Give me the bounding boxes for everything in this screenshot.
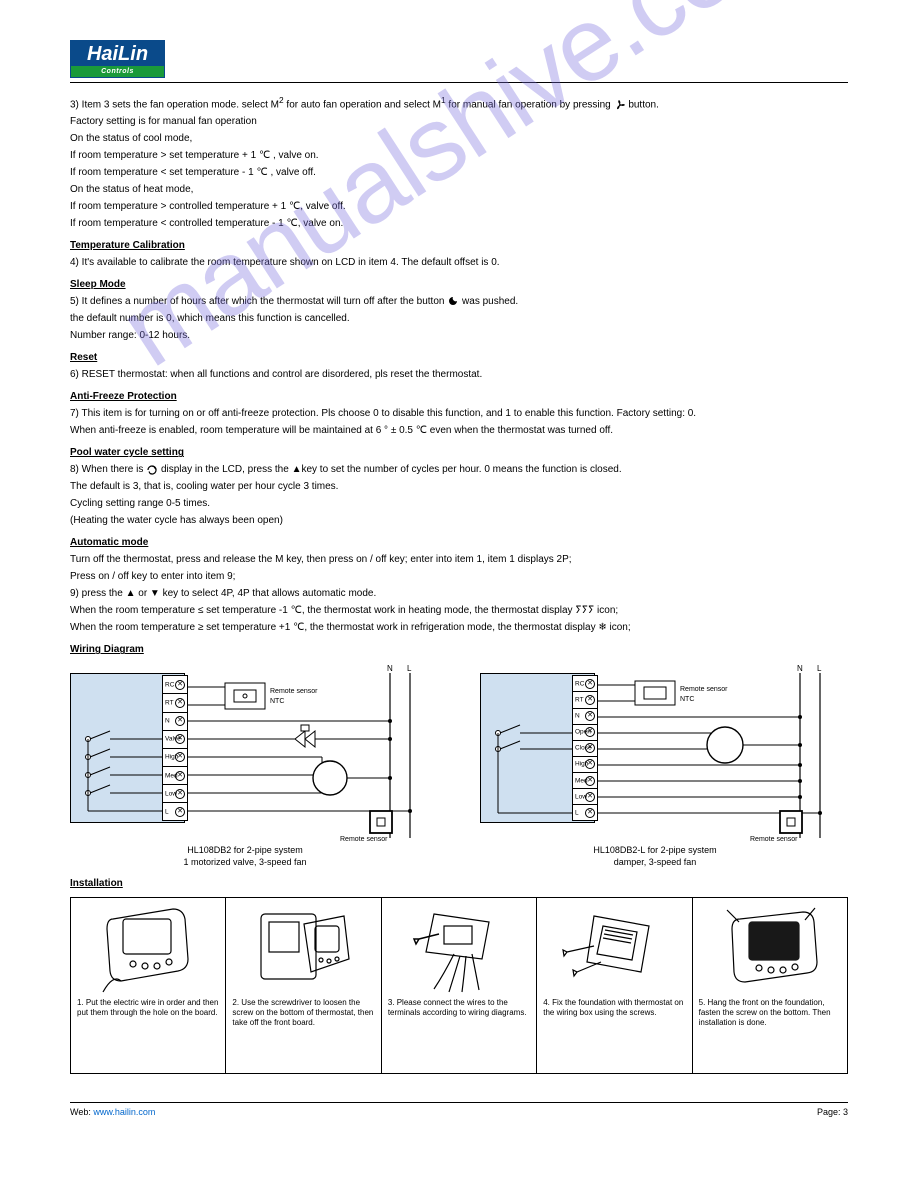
cycle-icon — [146, 464, 158, 476]
wiring-heading: Wiring Diagram — [70, 643, 848, 657]
step1-caption: 1. Put the electric wire in order and th… — [77, 998, 219, 1018]
wiring-diagram-2pipe: RC✕RT✕N✕Valve✕High✕Med✕Low✕L✕ N L Re — [70, 663, 420, 843]
step4-icon — [559, 904, 669, 994]
calib-title: Temperature Calibration — [70, 239, 848, 253]
auto-l1: Turn off the thermostat, press and relea… — [70, 553, 848, 567]
install-step-4: 4. Fix the foundation with thermostat on… — [537, 898, 692, 1073]
item3-line: 3) Item 3 sets the fan operation mode. s… — [70, 95, 848, 112]
antifreeze-note: When anti-freeze is enabled, room temper… — [70, 424, 848, 438]
reset-body: 6) RESET thermostat: when all functions … — [70, 368, 848, 382]
install-step-1: 1. Put the electric wire in order and th… — [71, 898, 226, 1073]
cycle-note: (Heating the water cycle has always been… — [70, 514, 848, 528]
footer-left: Web: www.hailin.com — [70, 1107, 155, 1117]
wiring-diagram-damper: RC✕RT✕N✕Open✕Close✕High✕Med✕Low✕L✕ N L R… — [480, 663, 830, 843]
footer-link[interactable]: www.hailin.com — [93, 1107, 155, 1117]
svg-text:N: N — [797, 664, 803, 673]
calib-body: 4) It's available to calibrate the room … — [70, 256, 848, 270]
step4-caption: 4. Fix the foundation with thermostat on… — [543, 998, 685, 1018]
svg-text:L: L — [407, 664, 412, 673]
svg-text:Remote sensor: Remote sensor — [270, 688, 318, 695]
header-rule — [70, 82, 848, 83]
sleep-range: Number range: 0-12 hours. — [70, 329, 848, 343]
cycle-line: 8) When there is display in the LCD, pre… — [70, 463, 848, 477]
cool-l1: If room temperature > set temperature + … — [70, 149, 848, 163]
heat-title: On the status of heat mode, — [70, 183, 848, 197]
auto-l3: 9) press the ▲ or ▼ key to select 4P, 4P… — [70, 587, 848, 601]
install-steps: 1. Put the electric wire in order and th… — [70, 897, 848, 1074]
step1-icon — [93, 904, 203, 994]
heat-l1: If room temperature > controlled tempera… — [70, 200, 848, 214]
heat-icon: ⵢⵢⵢ — [575, 605, 594, 616]
step2-icon — [249, 904, 359, 994]
auto-title: Automatic mode — [70, 536, 848, 550]
brand-logo: HaiLin Controls — [70, 40, 165, 78]
install-step-3: 3. Please connect the wires to the termi… — [382, 898, 537, 1073]
step5-icon — [715, 904, 825, 994]
auto-l2: Press on / off key to enter into item 9; — [70, 570, 848, 584]
auto-l4: When the room temperature ≤ set temperat… — [70, 604, 848, 618]
cycle-title: Pool water cycle setting — [70, 446, 848, 460]
svg-text:NTC: NTC — [270, 698, 284, 705]
wiring1-caption: HL108DB2 for 2-pipe system 1 motorized v… — [70, 845, 420, 868]
cycle-default: The default is 3, that is, cooling water… — [70, 480, 848, 494]
item3-note: Factory setting is for manual fan operat… — [70, 115, 848, 129]
svg-text:Remote sensor: Remote sensor — [680, 686, 728, 693]
step5-caption: 5. Hang the front on the foundation, fas… — [699, 998, 841, 1028]
antifreeze-body: 7) This item is for turning on or off an… — [70, 407, 848, 421]
step3-icon — [404, 904, 514, 994]
install-heading: Installation — [70, 877, 848, 891]
install-step-5: 5. Hang the front on the foundation, fas… — [693, 898, 847, 1073]
svg-text:Remote sensor: Remote sensor — [340, 836, 388, 843]
brand-name: HaiLin — [87, 43, 148, 65]
step2-caption: 2. Use the screwdriver to loosen the scr… — [232, 998, 374, 1028]
reset-title: Reset — [70, 351, 848, 365]
svg-text:NTC: NTC — [680, 696, 694, 703]
svg-text:L: L — [817, 664, 822, 673]
install-step-2: 2. Use the screwdriver to loosen the scr… — [226, 898, 381, 1073]
heat-l2: If room temperature < controlled tempera… — [70, 217, 848, 231]
antifreeze-title: Anti-Freeze Protection — [70, 390, 848, 404]
wiring2-caption: HL108DB2-L for 2-pipe system damper, 3-s… — [480, 845, 830, 868]
cycle-range: Cycling setting range 0-5 times. — [70, 497, 848, 511]
sleep-note2: the default number is 0, which means thi… — [70, 312, 848, 326]
footer-rule — [70, 1102, 848, 1103]
step3-caption: 3. Please connect the wires to the termi… — [388, 998, 530, 1018]
auto-l5: When the room temperature ≥ set temperat… — [70, 621, 848, 635]
svg-text:Remote sensor: Remote sensor — [750, 836, 798, 843]
cool-title: On the status of cool mode, — [70, 132, 848, 146]
footer-page: Page: 3 — [817, 1107, 848, 1117]
sleep-title: Sleep Mode — [70, 278, 848, 292]
fan-icon — [614, 99, 626, 111]
cool-l2: If room temperature < set temperature - … — [70, 166, 848, 180]
sleep-line: 5) It defines a number of hours after wh… — [70, 295, 848, 309]
svg-text:N: N — [387, 664, 393, 673]
moon-icon — [447, 296, 459, 308]
brand-sub: Controls — [71, 66, 164, 77]
